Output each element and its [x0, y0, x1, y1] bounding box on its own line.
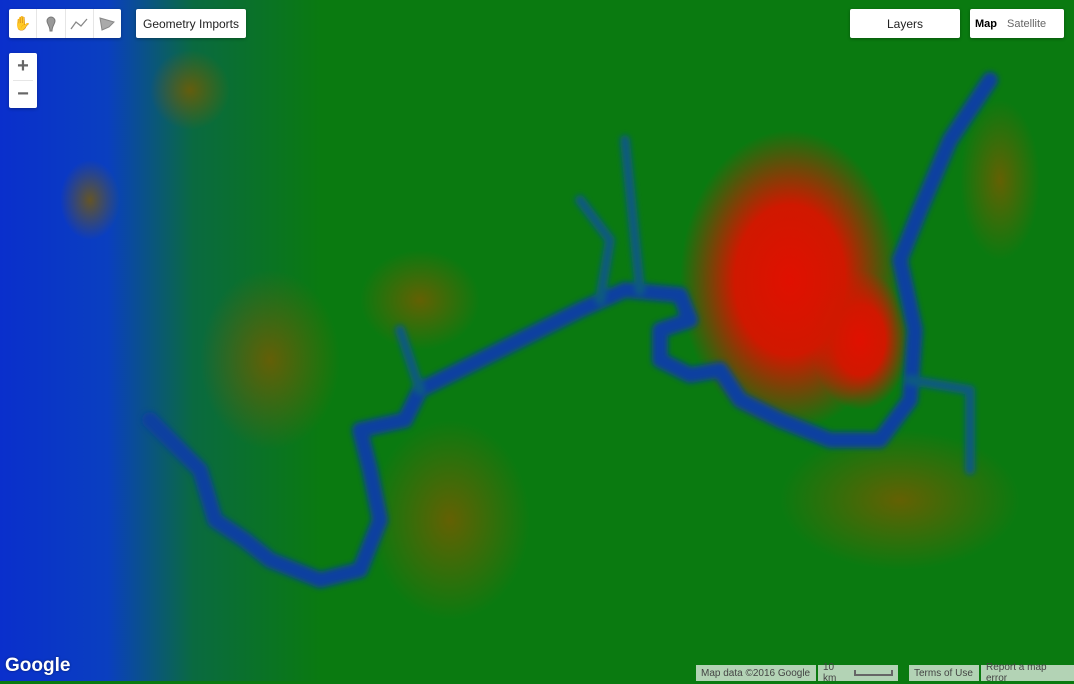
- canyon-river: [142, 72, 998, 588]
- google-logo[interactable]: Google: [5, 655, 71, 676]
- zoom-control: + −: [9, 53, 37, 108]
- report-map-error-link[interactable]: Report a map error: [981, 662, 1074, 684]
- hand-icon: ✋: [13, 15, 32, 31]
- scale-label: 10 km: [823, 662, 837, 684]
- polygon-icon: [99, 16, 116, 31]
- map-data-attribution: Map data ©2016 Google: [696, 665, 816, 681]
- scale-control[interactable]: 10 km: [818, 662, 898, 684]
- terms-of-use-link[interactable]: Terms of Use: [909, 665, 979, 681]
- pan-hand-tool[interactable]: ✋: [9, 9, 38, 38]
- map-type-control: Map Satellite: [970, 9, 1064, 38]
- layers-button[interactable]: Layers: [850, 9, 960, 38]
- polygon-tool[interactable]: [94, 9, 121, 38]
- zoom-in-button[interactable]: +: [17, 55, 29, 77]
- marker-tool[interactable]: [37, 9, 66, 38]
- marker-icon: [46, 15, 56, 31]
- zoom-out-button[interactable]: −: [17, 83, 29, 105]
- geometry-imports-button[interactable]: Geometry Imports: [136, 9, 246, 38]
- map-type-map[interactable]: Map: [975, 17, 997, 30]
- line-tool[interactable]: [66, 9, 94, 38]
- line-icon: [70, 18, 88, 29]
- scale-bar: [854, 670, 893, 676]
- map-type-satellite[interactable]: Satellite: [1007, 17, 1047, 30]
- zoom-divider: [13, 80, 33, 81]
- drawing-toolbar: ✋: [9, 9, 121, 38]
